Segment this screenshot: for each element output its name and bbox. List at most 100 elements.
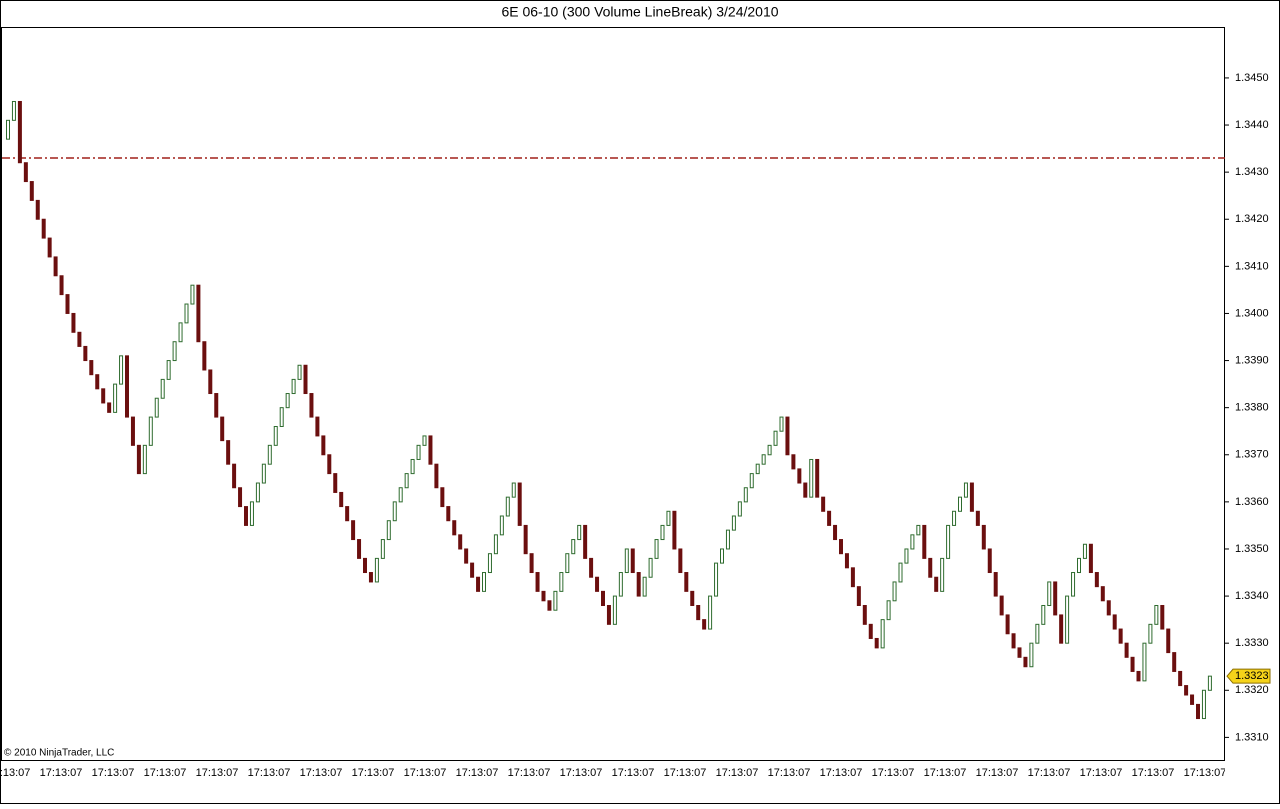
down-brick	[41, 218, 46, 239]
down-brick	[309, 393, 314, 418]
down-brick	[107, 402, 112, 413]
up-brick	[565, 553, 570, 574]
down-brick	[1178, 670, 1183, 687]
down-brick	[208, 369, 213, 395]
down-brick	[1005, 614, 1010, 635]
up-brick	[178, 322, 183, 343]
up-brick	[743, 487, 748, 503]
up-brick	[1065, 595, 1070, 644]
down-brick	[17, 100, 22, 164]
up-brick	[1035, 623, 1040, 644]
down-brick	[303, 364, 308, 395]
up-brick	[731, 515, 736, 531]
up-brick	[11, 100, 16, 121]
up-brick	[1077, 557, 1081, 574]
down-brick	[1184, 685, 1189, 696]
down-brick	[368, 572, 373, 583]
up-brick	[291, 378, 296, 395]
x-tick-label: 17:13:07	[144, 767, 187, 779]
up-brick	[886, 600, 891, 621]
down-brick	[684, 572, 689, 592]
down-brick	[53, 256, 58, 277]
x-tick-label: 17:13:07	[456, 767, 499, 779]
down-brick	[220, 416, 225, 442]
down-brick	[65, 294, 70, 314]
down-brick	[446, 506, 451, 522]
up-brick	[184, 303, 189, 324]
down-brick	[232, 463, 237, 489]
down-brick	[130, 416, 135, 446]
down-brick	[83, 345, 88, 362]
down-brick	[327, 454, 332, 475]
down-brick	[1088, 543, 1093, 574]
down-brick	[1094, 572, 1099, 588]
down-brick	[975, 510, 980, 526]
x-axis: 17:13:07 17:13:07 17:13:07 17:13:07 17:13:07…	[0, 767, 1225, 779]
x-tick-label: 17:13:07	[1080, 767, 1123, 779]
down-brick	[1136, 670, 1141, 682]
up-brick	[148, 416, 153, 446]
down-brick	[1017, 647, 1022, 658]
down-brick	[357, 539, 362, 559]
last-price-label: 1.3323	[1235, 670, 1269, 682]
up-brick	[553, 590, 558, 611]
x-tick-label: 17:13:07	[196, 767, 239, 779]
up-brick	[6, 119, 10, 140]
down-brick	[77, 331, 82, 347]
down-brick	[934, 576, 939, 592]
up-brick	[190, 284, 195, 305]
down-brick	[803, 482, 808, 498]
down-brick	[601, 590, 605, 606]
y-tick-label: 1.3310	[1235, 731, 1269, 743]
x-tick-label: 17:13:07	[1028, 767, 1071, 779]
y-tick-label: 1.3450	[1235, 72, 1269, 84]
up-brick	[648, 557, 653, 578]
x-tick-label: 17:13:07	[560, 767, 603, 779]
up-brick	[374, 557, 379, 583]
y-tick-label: 1.3430	[1235, 166, 1269, 178]
y-tick-label: 1.3380	[1235, 402, 1269, 414]
up-brick	[940, 557, 945, 592]
up-brick	[487, 553, 492, 574]
up-brick	[755, 463, 760, 475]
down-brick	[1196, 703, 1200, 720]
up-brick	[952, 510, 957, 526]
y-tick-label: 1.3360	[1235, 496, 1269, 508]
x-tick-label: 17:13:07	[820, 767, 863, 779]
up-brick	[618, 572, 623, 597]
up-brick	[1148, 623, 1153, 644]
up-brick	[511, 482, 516, 498]
up-brick	[767, 444, 772, 456]
down-brick	[458, 534, 463, 550]
down-brick	[839, 539, 843, 555]
up-brick	[779, 416, 784, 432]
up-brick	[624, 548, 629, 574]
down-brick	[523, 524, 528, 555]
down-brick	[583, 524, 588, 559]
up-brick	[297, 364, 302, 380]
down-brick	[868, 623, 873, 639]
up-brick	[666, 510, 671, 526]
down-brick	[821, 496, 826, 512]
down-brick	[1106, 600, 1111, 616]
down-brick	[856, 586, 861, 606]
down-brick	[1130, 656, 1135, 672]
down-brick	[470, 562, 475, 578]
y-tick-label: 1.3410	[1235, 260, 1269, 272]
up-brick	[499, 515, 504, 536]
down-brick	[981, 524, 986, 550]
x-tick-label: 17:13:07	[300, 767, 343, 779]
down-brick	[1124, 642, 1129, 658]
x-tick-label: 17:13:07	[248, 767, 291, 779]
up-brick	[279, 407, 284, 428]
down-brick	[987, 548, 992, 574]
x-tick-label: 17:13:07	[40, 767, 83, 779]
down-brick	[922, 524, 927, 559]
x-tick-label: 17:13:07	[664, 767, 707, 779]
up-brick	[410, 458, 415, 475]
down-brick	[969, 482, 974, 512]
down-brick	[1100, 586, 1105, 602]
x-tick-label: 17:13:07	[872, 767, 915, 779]
down-brick	[452, 520, 457, 536]
